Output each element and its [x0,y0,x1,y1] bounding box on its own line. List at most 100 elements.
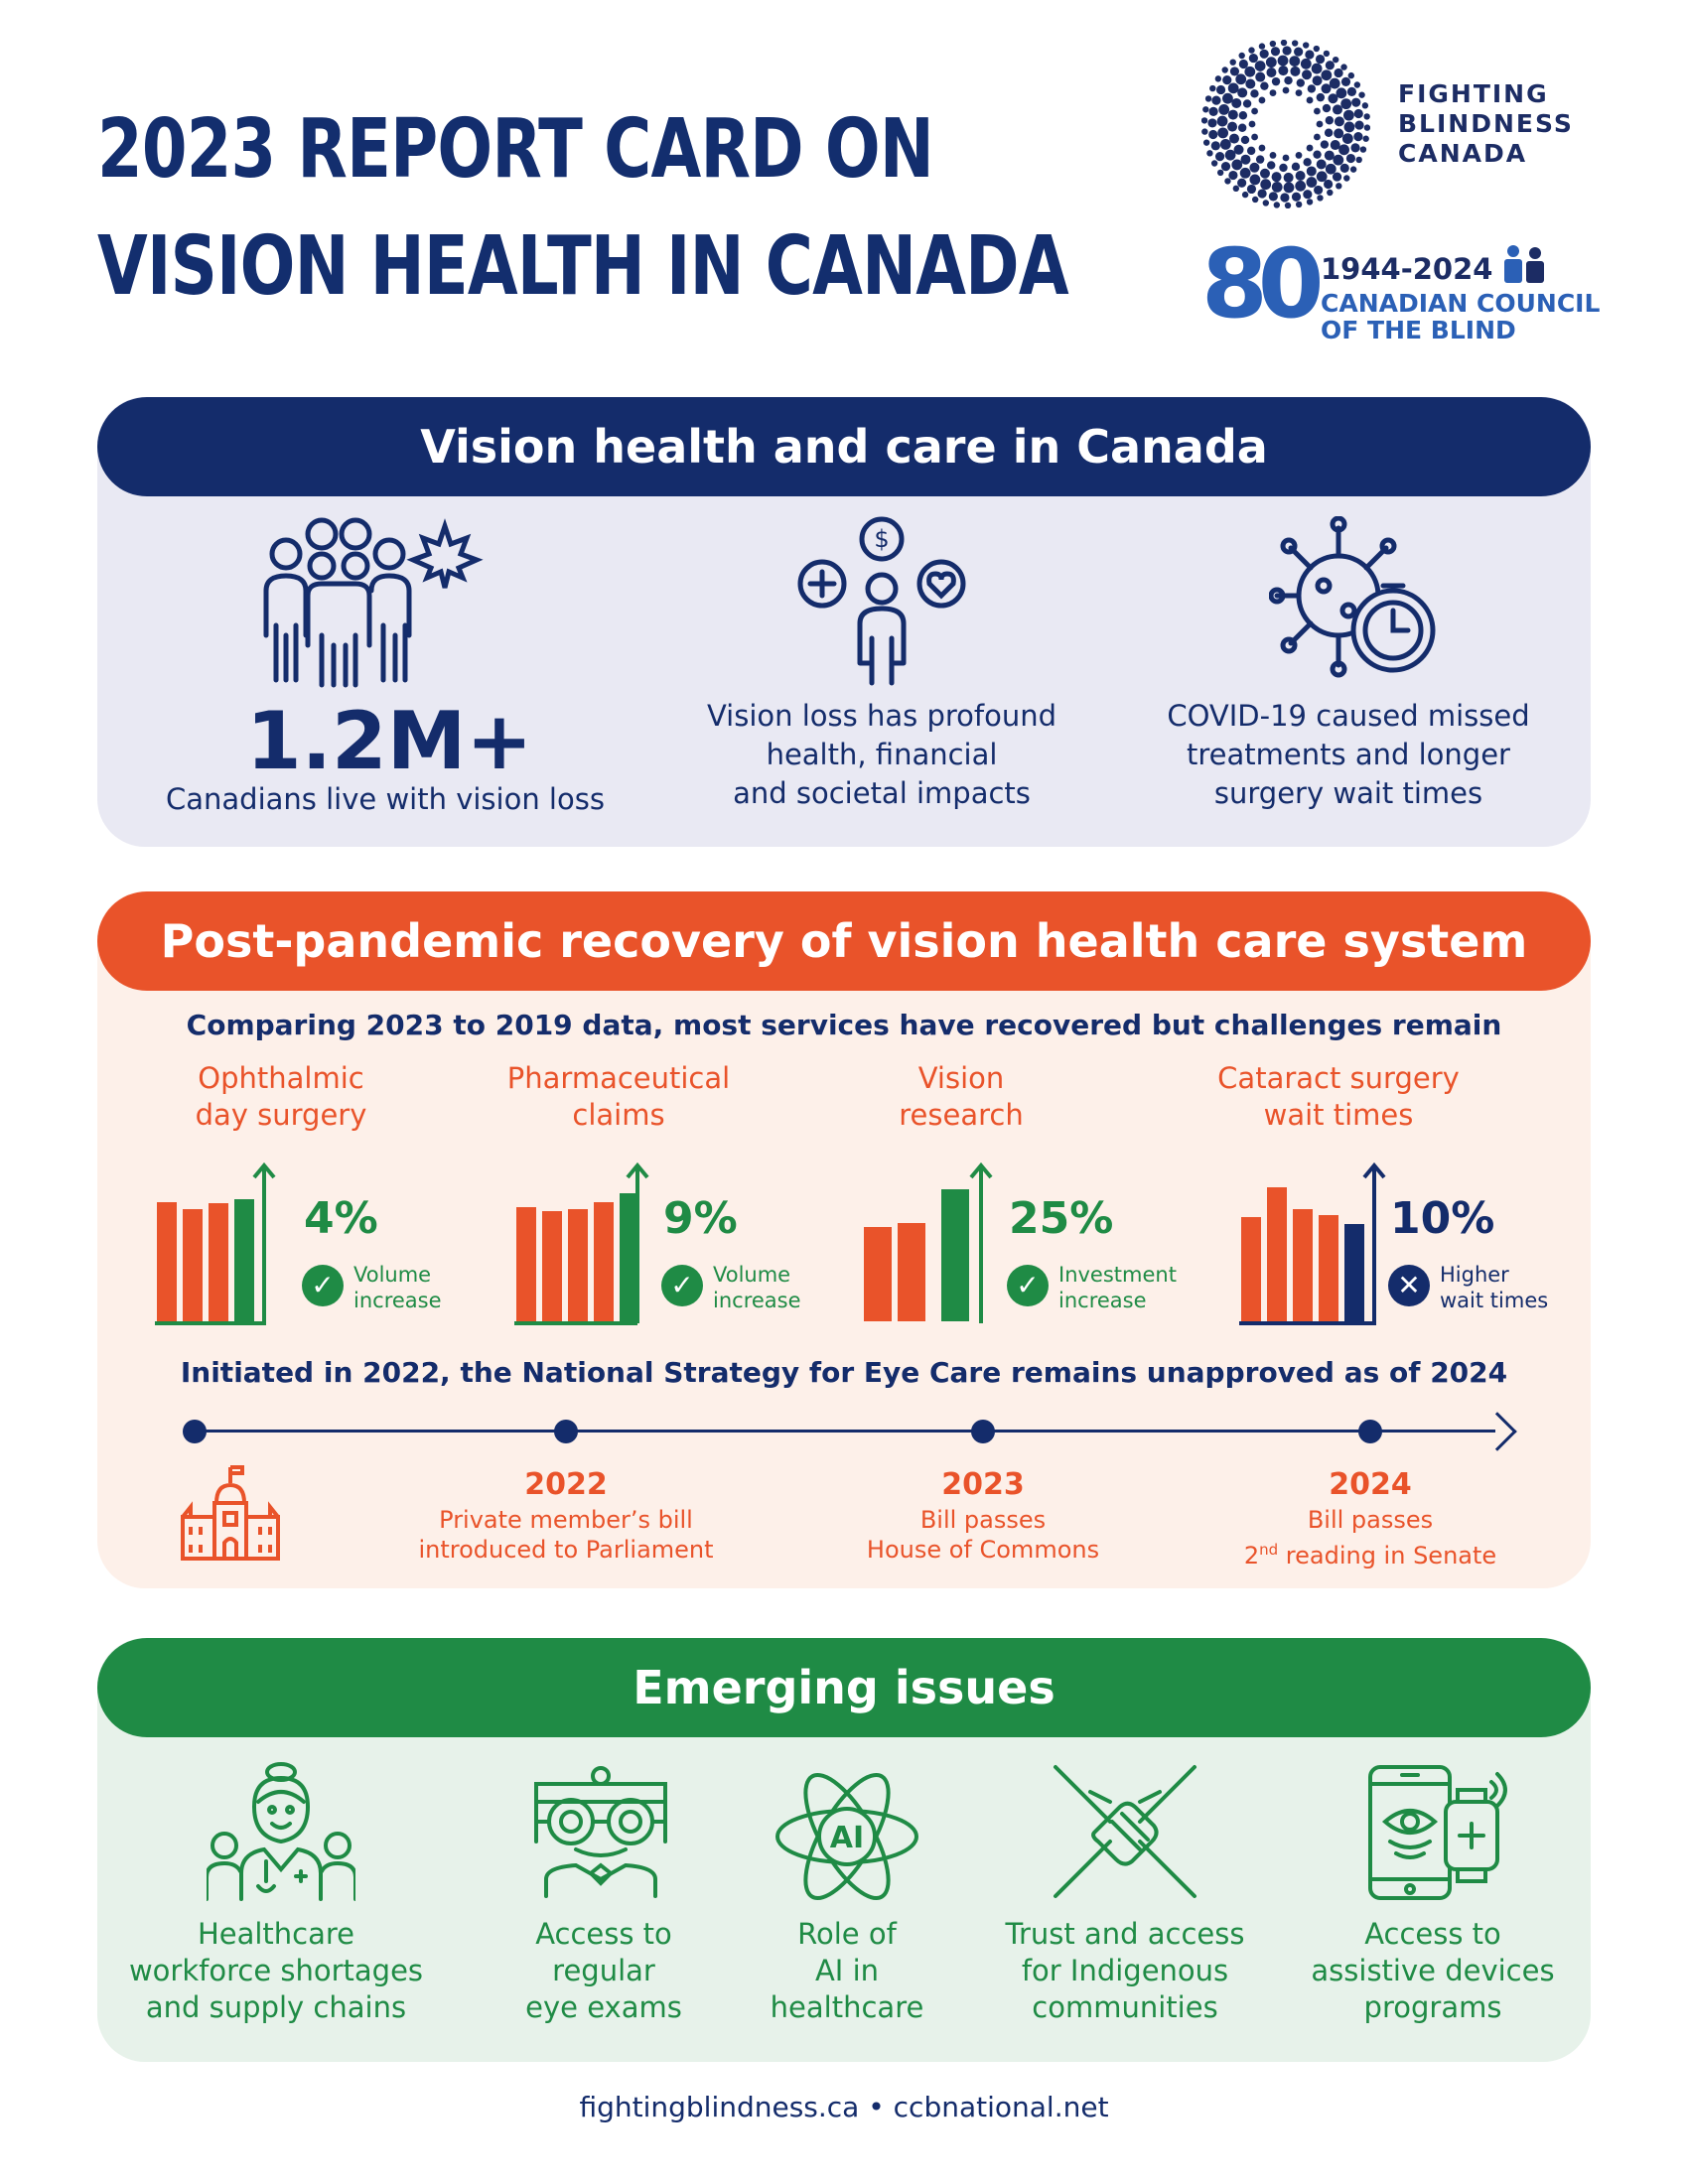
logo-dot [1329,77,1340,89]
logo-dot [1250,89,1259,98]
logo-dot [1210,160,1218,167]
logo-dot [1271,76,1281,86]
logo-dot [1295,201,1303,208]
logo-dot [1231,159,1243,171]
metric-label: Volume increase [713,1263,801,1312]
timeline-description: Bill passes House of Commons [866,1506,1100,1564]
logo-dot [1351,97,1361,107]
logo-dot [1332,56,1339,64]
logo-dot [1227,82,1239,94]
handshake-icon [1054,1765,1196,1898]
logo-dot [1305,50,1315,60]
logo-dot [1207,118,1217,128]
logo-dot [1217,127,1229,139]
bar [209,1203,228,1321]
logo-dot [1353,108,1363,119]
bar [234,1199,254,1321]
logo-dot [1321,83,1332,94]
logo-dot [1277,55,1289,67]
logo-dot [1303,190,1313,200]
logo-dot [1336,183,1342,190]
bar-graphic-pharmaceutical [514,1161,649,1325]
logo-dot [1208,129,1218,140]
logo-dot [1316,120,1324,128]
logo-dot [1332,172,1342,182]
issue-label: Access to regular eye exams [525,1917,682,2024]
timeline-year: 2023 [941,1467,1025,1502]
eye-exam-icon [534,1766,667,1898]
cross-icon: ✕ [1388,1265,1430,1306]
logo-dot [1328,93,1338,104]
people-group-icon [263,517,484,688]
timeline-heading: Initiated in 2022, the National Strategy… [180,1356,1508,1389]
bar-graphic-research [864,1161,993,1323]
logo-dot [1260,81,1269,90]
logo-dot [1245,78,1256,89]
logo-dot [1306,166,1317,177]
logo-dot [1279,163,1288,173]
bar [898,1223,925,1321]
issue-label: Healthcare workforce shortages and suppl… [128,1917,424,2024]
logo-dot [1255,155,1265,164]
logo-dot [1306,199,1314,205]
logo-dot [1330,140,1340,151]
logo-dot [1290,66,1301,76]
logo-dot [1336,87,1347,99]
assistive-devices-icon [1368,1765,1507,1900]
logo-dot [1361,102,1369,109]
logo-dot [1315,54,1326,65]
bar [620,1193,639,1321]
logo-dot [1291,192,1302,202]
logo-dot [1249,174,1261,186]
logo-dot [1311,63,1323,74]
bar [1319,1215,1338,1321]
logo-dot [1334,128,1344,139]
logo-dot [1222,75,1232,85]
logo-dot [1353,81,1361,88]
timeline-dot [971,1420,995,1443]
logo-dot [1327,189,1334,197]
logo-dot [1324,150,1335,161]
fighting-blindness-logo [1201,40,1370,208]
metric-title: Pharmaceutical claims [506,1061,731,1132]
logo-dot [1251,133,1258,141]
logo-dot [1354,120,1364,130]
stat-label: Canadians live with vision loss [166,782,605,816]
logo-dot [1282,86,1290,94]
logo-dot [1289,56,1301,68]
logo-dot [1282,46,1292,56]
logo-dot [1316,159,1327,170]
logo-dot [1283,182,1295,194]
timeline-arrow-icon [1477,1412,1517,1451]
person-impacts-icon: $ [797,516,966,686]
bar [864,1227,892,1321]
logo-dot [1237,87,1248,98]
covid-text: COVID-19 caused missed treatments and lo… [1167,699,1530,810]
logo-dot [1233,144,1244,155]
logo-dot [1307,84,1317,93]
logo-dot [1231,97,1242,108]
logo-dot [1248,47,1255,54]
emerging-issues-panel: Emerging issues Healthcare workforce sho… [97,1638,1591,2062]
logo-dot [1259,49,1269,59]
logo-dot [1206,150,1213,157]
logo-dot [1241,191,1249,199]
logo-dot [1295,152,1303,159]
timeline-dot [1358,1420,1382,1443]
logo-dot [1322,103,1332,113]
logo-dot [1324,128,1334,137]
logo-dot [1219,138,1231,150]
logo-dot [1280,193,1290,203]
bar [1344,1224,1364,1321]
logo-dot [1248,120,1256,128]
logo-dot [1294,47,1304,57]
logo-dot [1238,111,1248,120]
logo-dot [1201,117,1208,124]
logo-dot [1338,144,1349,156]
logo-dot [1339,163,1349,173]
bar [1293,1209,1313,1321]
issue-label: Role of AI in healthcare [770,1917,924,2024]
logo-dot [1269,152,1277,159]
logo-dot [1235,73,1247,85]
logo-dot [1296,78,1305,87]
